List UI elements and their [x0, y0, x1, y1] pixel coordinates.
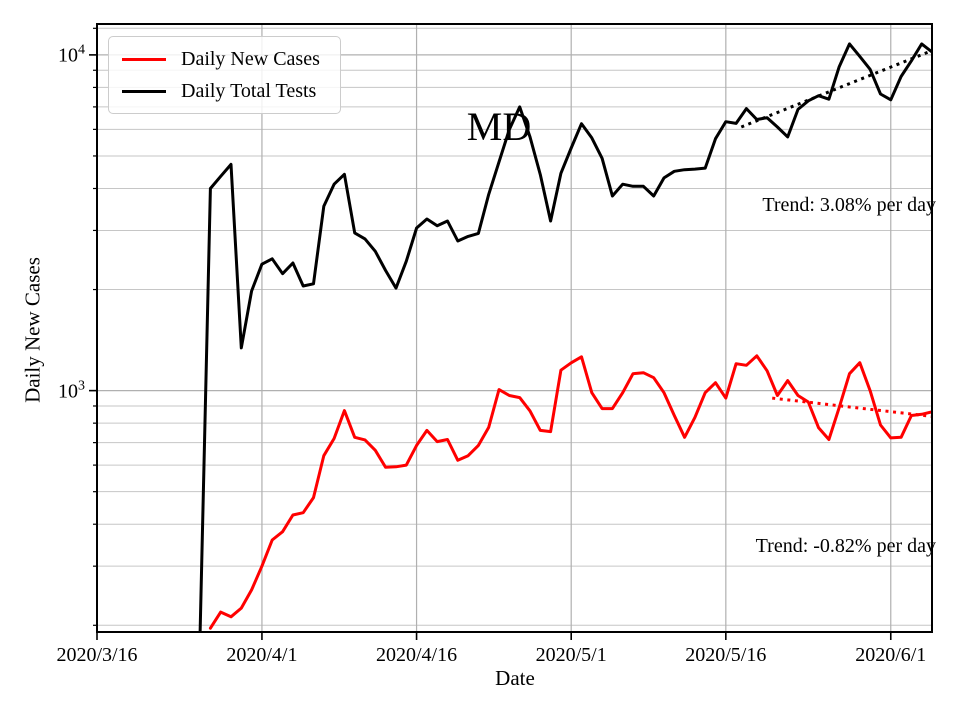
plot-frame	[96, 23, 933, 633]
x-tick-label: 2020/3/16	[56, 644, 138, 666]
legend-line-sample-black	[122, 89, 166, 93]
x-axis-label: Date	[495, 666, 535, 690]
x-tick-label: 2020/4/1	[226, 644, 298, 666]
x-tick-label: 2020/5/16	[685, 644, 767, 666]
x-tick-label: 2020/6/1	[855, 644, 927, 666]
legend-item-daily-new-cases: Daily New Cases	[122, 48, 320, 70]
x-tick-label: 2020/5/1	[535, 644, 607, 666]
legend: Daily New Cases Daily Total Tests	[108, 36, 341, 114]
trend-annotation-cases: Trend: -0.82% per day	[755, 535, 936, 557]
x-tick-label: 2020/4/16	[376, 644, 458, 666]
legend-line-sample-red	[122, 57, 166, 61]
y-axis-label: Daily New Cases	[20, 257, 45, 403]
trend-annotation-tests: Trend: 3.08% per day	[762, 194, 936, 216]
series-line-daily-total-tests	[198, 42, 932, 632]
series-line-daily-new-cases	[208, 354, 932, 630]
y-tick-label: 104	[58, 42, 85, 67]
legend-label-daily-total-tests: Daily Total Tests	[181, 80, 317, 102]
y-tick-label: 103	[58, 378, 85, 402]
legend-label-daily-new-cases: Daily New Cases	[181, 48, 320, 70]
chart-title: MD	[466, 104, 532, 149]
trend-line-daily-new-cases	[772, 396, 932, 418]
trend-line-daily-total-tests	[740, 49, 932, 129]
legend-item-daily-total-tests: Daily Total Tests	[122, 80, 320, 102]
